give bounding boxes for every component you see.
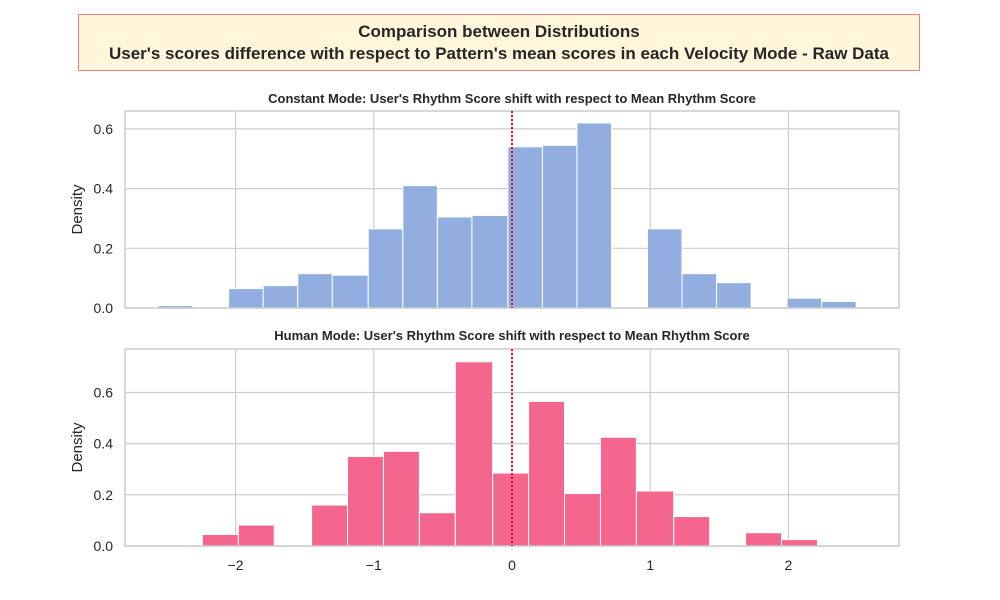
human-histogram-bar xyxy=(782,540,818,546)
human-histogram-bar xyxy=(493,473,529,546)
constant-y-tick-label: 0.4 xyxy=(94,181,114,197)
human-x-tick-label: −2 xyxy=(228,557,244,573)
human-histogram-bar xyxy=(419,513,455,546)
human-y-tick-label: 0.0 xyxy=(94,538,114,554)
constant-histogram-bar xyxy=(542,145,577,308)
human-histogram-bar xyxy=(674,517,710,546)
constant-histogram-bar xyxy=(822,301,857,308)
human-y-axis-label: Density xyxy=(69,422,86,473)
constant-histogram-bar xyxy=(717,283,752,308)
human-histogram-bar xyxy=(312,505,348,546)
human-histogram-bar xyxy=(455,362,492,546)
human-x-tick-label: 0 xyxy=(508,557,516,573)
human-x-tick-label: −1 xyxy=(366,557,382,573)
constant-histogram-bar xyxy=(263,286,298,308)
constant-histogram-bar xyxy=(682,274,717,308)
human-y-tick-label: 0.4 xyxy=(94,436,114,452)
constant-y-axis-label: Density xyxy=(69,184,86,235)
constant-histogram-bar xyxy=(472,215,508,308)
human-histogram-bar xyxy=(383,451,419,546)
human-subplot-title: Human Mode: User's Rhythm Score shift wi… xyxy=(274,328,750,343)
constant-histogram-bar xyxy=(647,229,682,308)
constant-histogram-bar xyxy=(298,274,333,308)
human-histogram-bar xyxy=(529,401,565,546)
constant-histogram-bar xyxy=(437,217,472,308)
human-histogram-bar xyxy=(600,437,636,546)
constant-histogram-bar xyxy=(368,229,403,308)
human-histogram-bar xyxy=(238,525,274,546)
constant-y-tick-label: 0.0 xyxy=(94,300,114,316)
constant-histogram-bar xyxy=(332,275,368,308)
constant-y-tick-label: 0.2 xyxy=(94,240,114,256)
human-histogram-bar xyxy=(746,533,782,546)
constant-y-tick-label: 0.6 xyxy=(94,121,114,137)
human-histogram-bar xyxy=(348,456,384,546)
constant-histogram-bar xyxy=(577,123,612,308)
human-histogram-bar xyxy=(636,491,673,546)
human-histogram-bar xyxy=(202,534,238,546)
constant-histogram-bar xyxy=(508,147,543,308)
constant-histogram-bar xyxy=(787,298,822,308)
human-y-tick-label: 0.6 xyxy=(94,384,114,400)
constant-histogram-bar xyxy=(229,289,264,308)
human-y-tick-label: 0.2 xyxy=(94,487,114,503)
constant-histogram-bar xyxy=(403,186,438,308)
human-histogram-bar xyxy=(565,494,601,546)
constant-subplot-title: Constant Mode: User's Rhythm Score shift… xyxy=(268,91,756,106)
human-x-tick-label: 2 xyxy=(785,557,793,573)
human-x-tick-label: 1 xyxy=(646,557,654,573)
